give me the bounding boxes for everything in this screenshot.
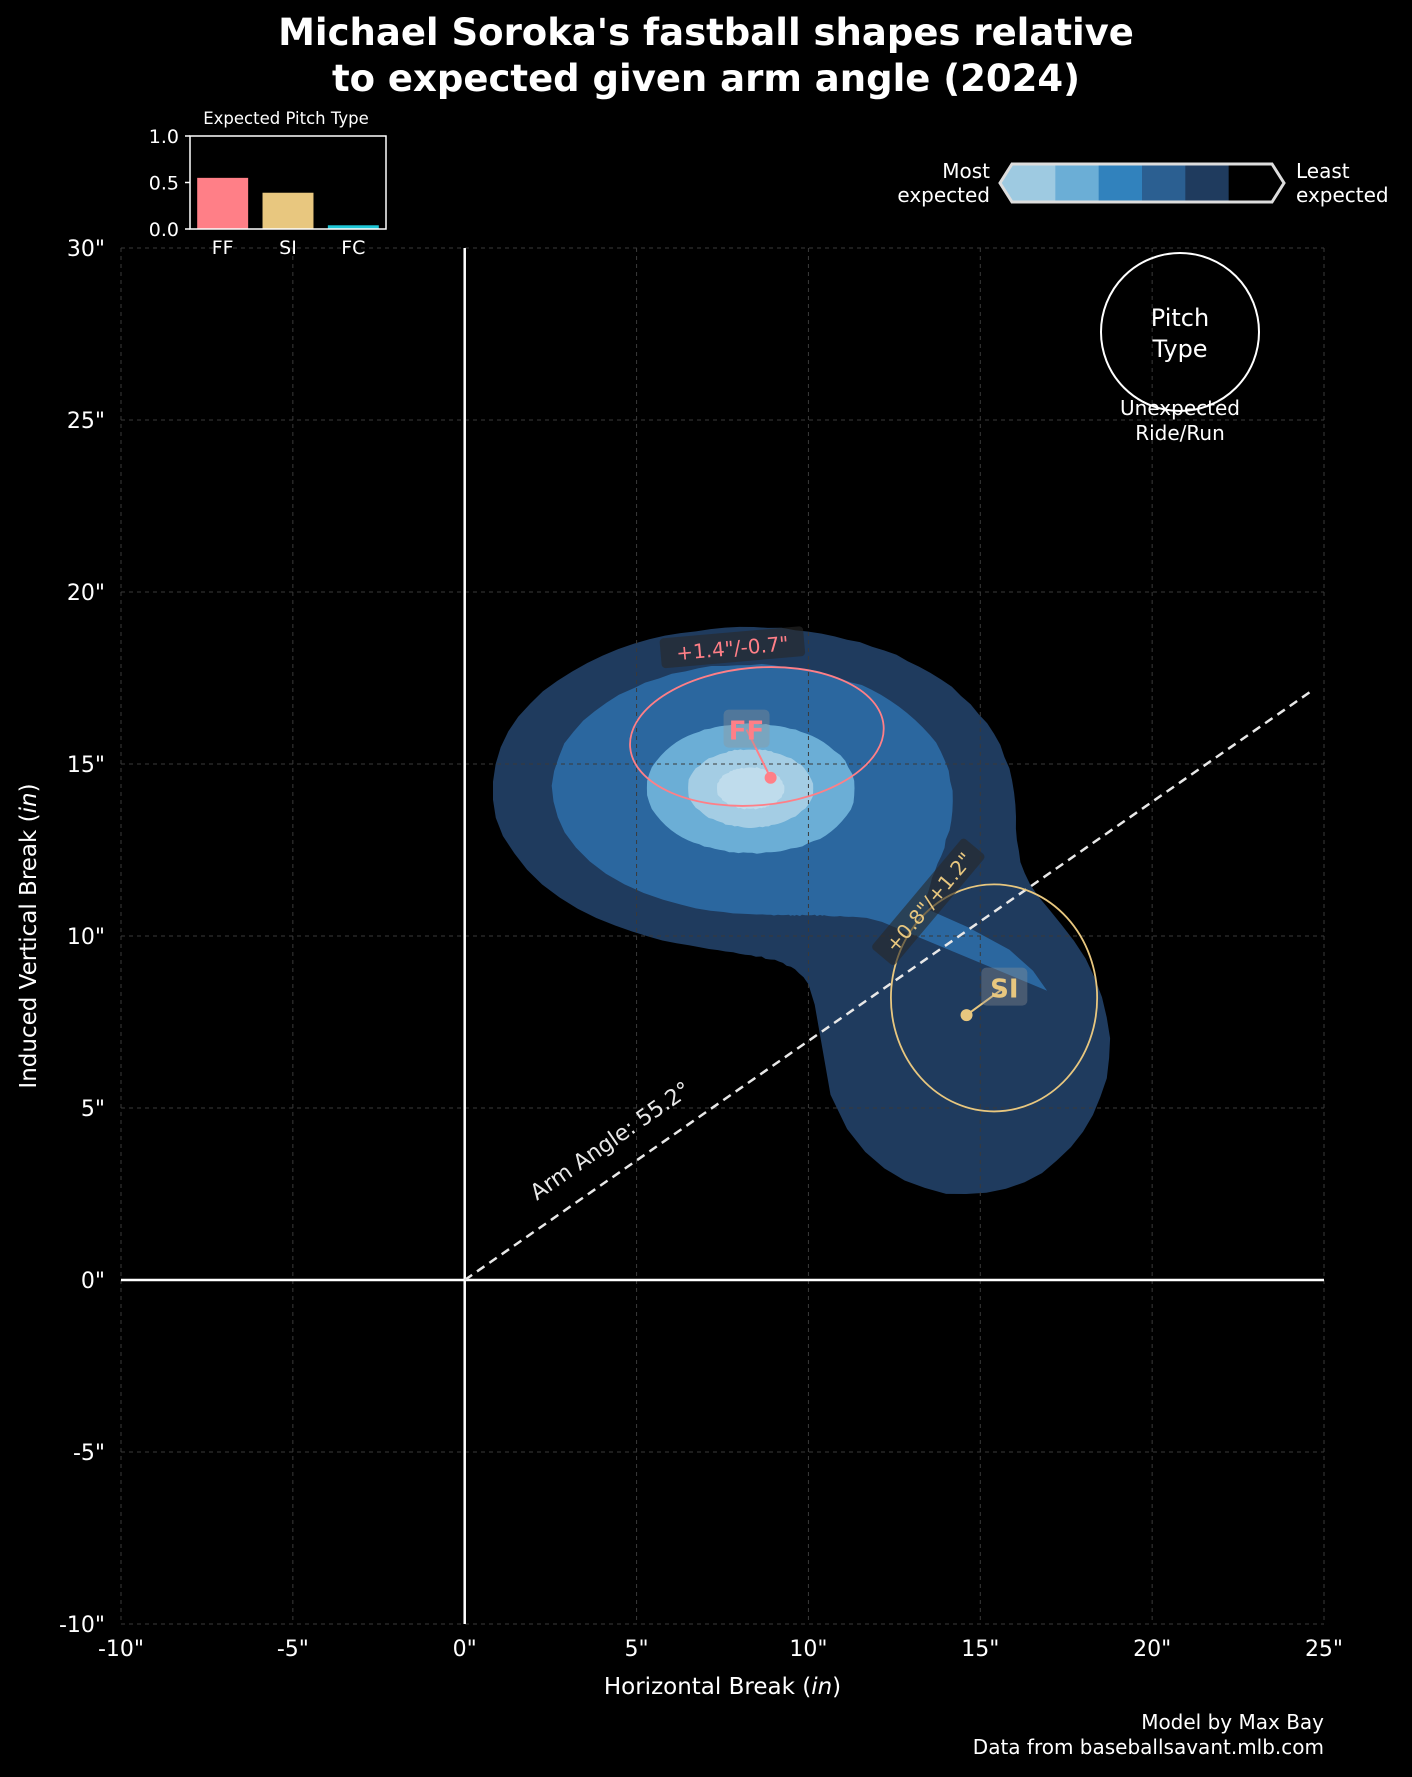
x-tick-label: 25"	[1305, 1637, 1343, 1662]
x-axis-label-main: Horizontal Break (	[604, 1674, 811, 1700]
inset-bar-fc	[327, 225, 379, 229]
x-tick-label: -5"	[277, 1637, 309, 1662]
y-tick-label: -10"	[59, 1613, 105, 1638]
legend-caption-line-1: Unexpected	[1120, 396, 1240, 420]
legend-circle-label-line-2: Type	[1151, 335, 1207, 363]
ff-label-connector	[745, 729, 772, 779]
expected-pitch-type-inset: Expected Pitch Type FF SI FC 0.0 0.5 1.0	[149, 109, 387, 259]
colorbar-swatch	[1185, 164, 1230, 202]
y-axis-label-main: Induced Vertical Break (	[16, 813, 42, 1088]
arm-angle-line	[464, 688, 1315, 1282]
x-axis-label: Horizontal Break (in)	[604, 1674, 841, 1700]
ff-label-box	[723, 709, 770, 748]
inset-bar-ff	[197, 177, 249, 229]
y-axis-label-unit: in	[16, 792, 42, 813]
y-axis-label: Induced Vertical Break (in)	[16, 783, 42, 1088]
y-tick-label: 20"	[67, 581, 105, 606]
colorbar-swatch	[1142, 164, 1186, 202]
x-tick-label: 15"	[961, 1637, 999, 1662]
chart-title-line-1: Michael Soroka's fastball shapes relativ…	[278, 11, 1134, 54]
x-tick-label: -10"	[98, 1637, 144, 1662]
ff-pitch-point	[764, 771, 777, 784]
colorbar-left-label-line-2: expected	[897, 183, 990, 207]
colorbar-left-arrow	[1000, 164, 1012, 202]
ff-diff-label-box	[659, 626, 806, 669]
credit: Model by Max Bay Data from baseballsavan…	[973, 1710, 1324, 1760]
x-axis-label-close: )	[832, 1674, 841, 1700]
y-tick-label: -5"	[73, 1441, 105, 1466]
colorbar-swatch	[1228, 164, 1273, 202]
x-tick-label: 0"	[453, 1637, 477, 1662]
y-tick-label: 25"	[67, 409, 105, 434]
si-expected-ellipse	[890, 883, 1099, 1113]
inset-y-tick-label: 0.0	[149, 219, 179, 241]
inset-title: Expected Pitch Type	[203, 109, 369, 128]
chart-title: Michael Soroka's fastball shapes relativ…	[0, 10, 1412, 102]
y-tick-label: 0"	[81, 1269, 105, 1294]
ff-expected-ellipse	[629, 666, 885, 807]
si-diff-label-box	[872, 838, 985, 965]
inset-x-tick-label: FF	[212, 237, 234, 259]
colorbar-swatch	[1098, 164, 1143, 202]
x-tick-label: 20"	[1133, 1637, 1171, 1662]
si-label-box	[981, 967, 1028, 1006]
inset-x-tick-label: SI	[279, 237, 297, 259]
colorbar-swatch	[1012, 164, 1056, 202]
pitch-type-legend-circle	[1100, 252, 1260, 412]
legend-caption-line-2: Ride/Run	[1135, 421, 1225, 445]
x-axis-label-unit: in	[811, 1674, 832, 1700]
inset-y-tick-label: 1.0	[149, 126, 179, 148]
y-tick-label: 15"	[67, 753, 105, 778]
si-label-connector	[965, 986, 1005, 1016]
inset-x-tick-label: FC	[341, 237, 365, 259]
credit-model: Model by Max Bay	[1141, 1710, 1324, 1734]
inset-y-tick-label: 0.5	[149, 173, 179, 195]
x-tick-label: 10"	[789, 1637, 827, 1662]
ff-pitch-label: FF	[729, 717, 765, 747]
colorbar-right-label-line-2: expected	[1296, 183, 1389, 207]
y-tick-label: 30"	[67, 237, 105, 262]
plot-axes: -10" -5" 0" 5" 10" 15" 20" 25" -10" -5" 0" 5" 10" 15"…	[16, 237, 1343, 1700]
colorbar-outline	[998, 162, 1286, 204]
credit-source: Data from baseballsavant.mlb.com	[972, 1735, 1324, 1759]
plot-grid	[120, 247, 1325, 1625]
y-tick-label: 5"	[81, 1097, 105, 1122]
legend-circle-label-line-1: Pitch	[1151, 304, 1209, 332]
inset-bar-si	[262, 192, 314, 229]
colorbar-right-label-line-1: Least	[1296, 159, 1350, 183]
legend: PitchTypeUnexpectedRide/RunMostexpectedL…	[897, 159, 1388, 445]
y-tick-label: 10"	[67, 925, 105, 950]
si-pitch-label: SI	[990, 975, 1018, 1005]
colorbar-swatch	[1055, 164, 1100, 202]
colorbar-left-label-line-1: Most	[942, 159, 990, 183]
x-tick-label: 5"	[625, 1637, 649, 1662]
colorbar-right-arrow	[1272, 164, 1284, 202]
si-pitch-point	[960, 1009, 973, 1022]
y-axis-label-close: )	[16, 783, 42, 792]
chart-title-line-2: to expected given arm angle (2024)	[331, 57, 1081, 100]
